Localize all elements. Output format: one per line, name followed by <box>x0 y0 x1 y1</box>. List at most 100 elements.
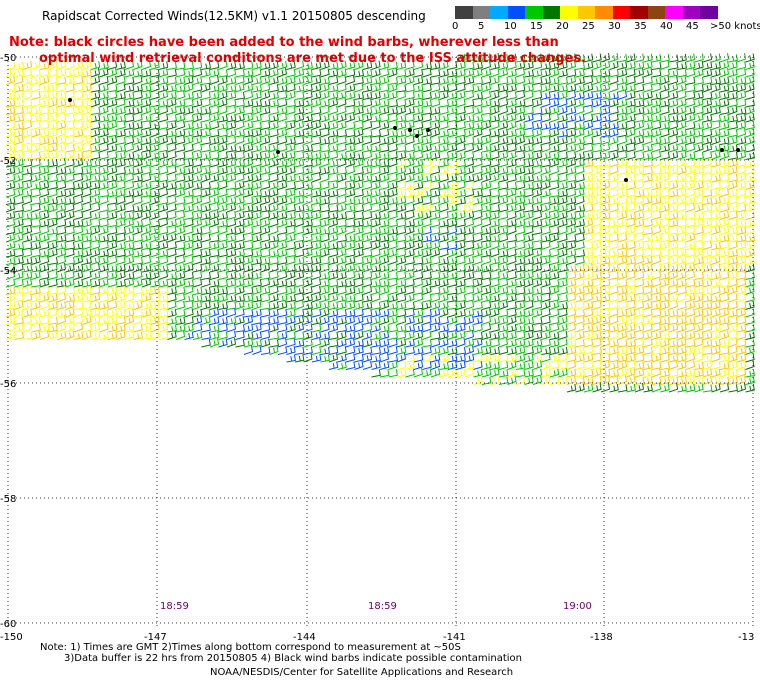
wind-barb <box>413 271 424 280</box>
wind-barb <box>320 113 330 123</box>
wind-barb <box>226 105 237 115</box>
wind-barb <box>643 195 653 205</box>
wind-barb <box>56 309 67 318</box>
wind-barb <box>124 68 135 78</box>
wind-barb <box>31 255 41 265</box>
wind-barb <box>294 339 305 348</box>
wind-barb <box>65 196 75 205</box>
wind-barb <box>643 53 653 63</box>
wind-barb <box>39 271 50 280</box>
wind-barb <box>107 211 118 220</box>
wind-barb <box>439 188 449 198</box>
wind-barb <box>82 120 92 130</box>
wind-barb <box>158 150 169 160</box>
wind-barb <box>575 330 585 340</box>
wind-barb <box>396 129 407 138</box>
wind-barb <box>311 241 322 250</box>
wind-barb <box>311 98 322 108</box>
wind-barb <box>260 323 271 333</box>
wind-barb <box>498 136 509 145</box>
wind-barb <box>677 150 687 160</box>
wind-barb <box>507 173 517 183</box>
wind-barb <box>124 293 135 303</box>
wind-barb <box>192 287 203 295</box>
wind-barb <box>99 241 109 250</box>
wind-barb <box>379 300 390 310</box>
wind-barb <box>702 68 713 78</box>
wind-barb <box>90 286 101 295</box>
wind-barb <box>422 83 432 93</box>
wind-barb <box>362 338 373 348</box>
wind-barb <box>447 143 458 153</box>
wind-barb <box>379 166 390 175</box>
wind-barb <box>549 174 560 183</box>
wind-barb <box>133 121 143 130</box>
wind-barb <box>728 129 738 138</box>
wind-barb <box>328 323 339 333</box>
wind-barb <box>124 218 135 228</box>
wind-barb <box>141 210 152 220</box>
wind-barb <box>677 83 687 93</box>
wind-barb <box>566 166 577 175</box>
wind-barb <box>175 113 186 123</box>
wind-barb <box>371 264 381 273</box>
wind-barb <box>192 83 203 93</box>
wind-barb <box>39 129 50 138</box>
wind-barb <box>626 270 636 280</box>
wind-barb <box>651 181 662 190</box>
wind-barb <box>371 233 381 243</box>
wind-barb <box>371 270 381 280</box>
wind-barb <box>617 279 628 288</box>
wind-barb <box>507 120 517 130</box>
wind-barb <box>405 113 415 123</box>
wind-barb <box>260 114 271 123</box>
wind-barb <box>124 263 135 273</box>
wind-barb <box>481 226 492 235</box>
wind-barb <box>303 323 313 333</box>
wind-barb <box>243 211 254 220</box>
wind-barb <box>481 128 492 138</box>
wind-barb <box>634 323 645 333</box>
wind-barb <box>90 181 101 190</box>
wind-barb <box>201 166 211 175</box>
wind-barb <box>532 308 543 318</box>
wind-barb <box>167 114 177 123</box>
wind-barb <box>362 159 373 168</box>
wind-barb <box>685 360 696 370</box>
wind-barb <box>685 98 696 108</box>
wind-barb <box>150 226 160 235</box>
wind-barb <box>439 76 449 85</box>
wind-barb <box>660 195 670 205</box>
wind-barb <box>711 339 721 348</box>
wind-barb <box>456 330 466 340</box>
wind-barb <box>422 234 432 243</box>
wind-barb <box>524 294 534 303</box>
wind-barb <box>362 61 373 70</box>
wind-barb <box>694 279 704 288</box>
wind-barb <box>116 309 126 318</box>
wind-barb <box>396 196 407 205</box>
wind-barb <box>439 181 449 190</box>
wind-barb <box>269 166 279 175</box>
wind-barb <box>541 159 551 168</box>
wind-barb <box>286 211 296 220</box>
wind-barb <box>498 144 509 153</box>
wind-barb <box>379 234 390 243</box>
wind-barb <box>456 226 466 235</box>
wind-barb <box>99 75 109 85</box>
wind-barb <box>175 293 186 303</box>
wind-barb <box>728 196 738 205</box>
wind-barb <box>617 106 628 115</box>
wind-barb <box>243 129 254 138</box>
wind-barb <box>133 152 143 160</box>
wind-barb <box>490 248 500 258</box>
wind-barb <box>456 360 466 370</box>
wind-barb <box>277 300 288 310</box>
wind-barb <box>218 271 228 280</box>
wind-barb <box>464 174 475 183</box>
wind-barb <box>549 232 560 243</box>
wind-barb <box>5 226 16 235</box>
wind-barb <box>405 308 415 318</box>
wind-barb <box>413 181 424 190</box>
wind-barb <box>345 121 356 130</box>
